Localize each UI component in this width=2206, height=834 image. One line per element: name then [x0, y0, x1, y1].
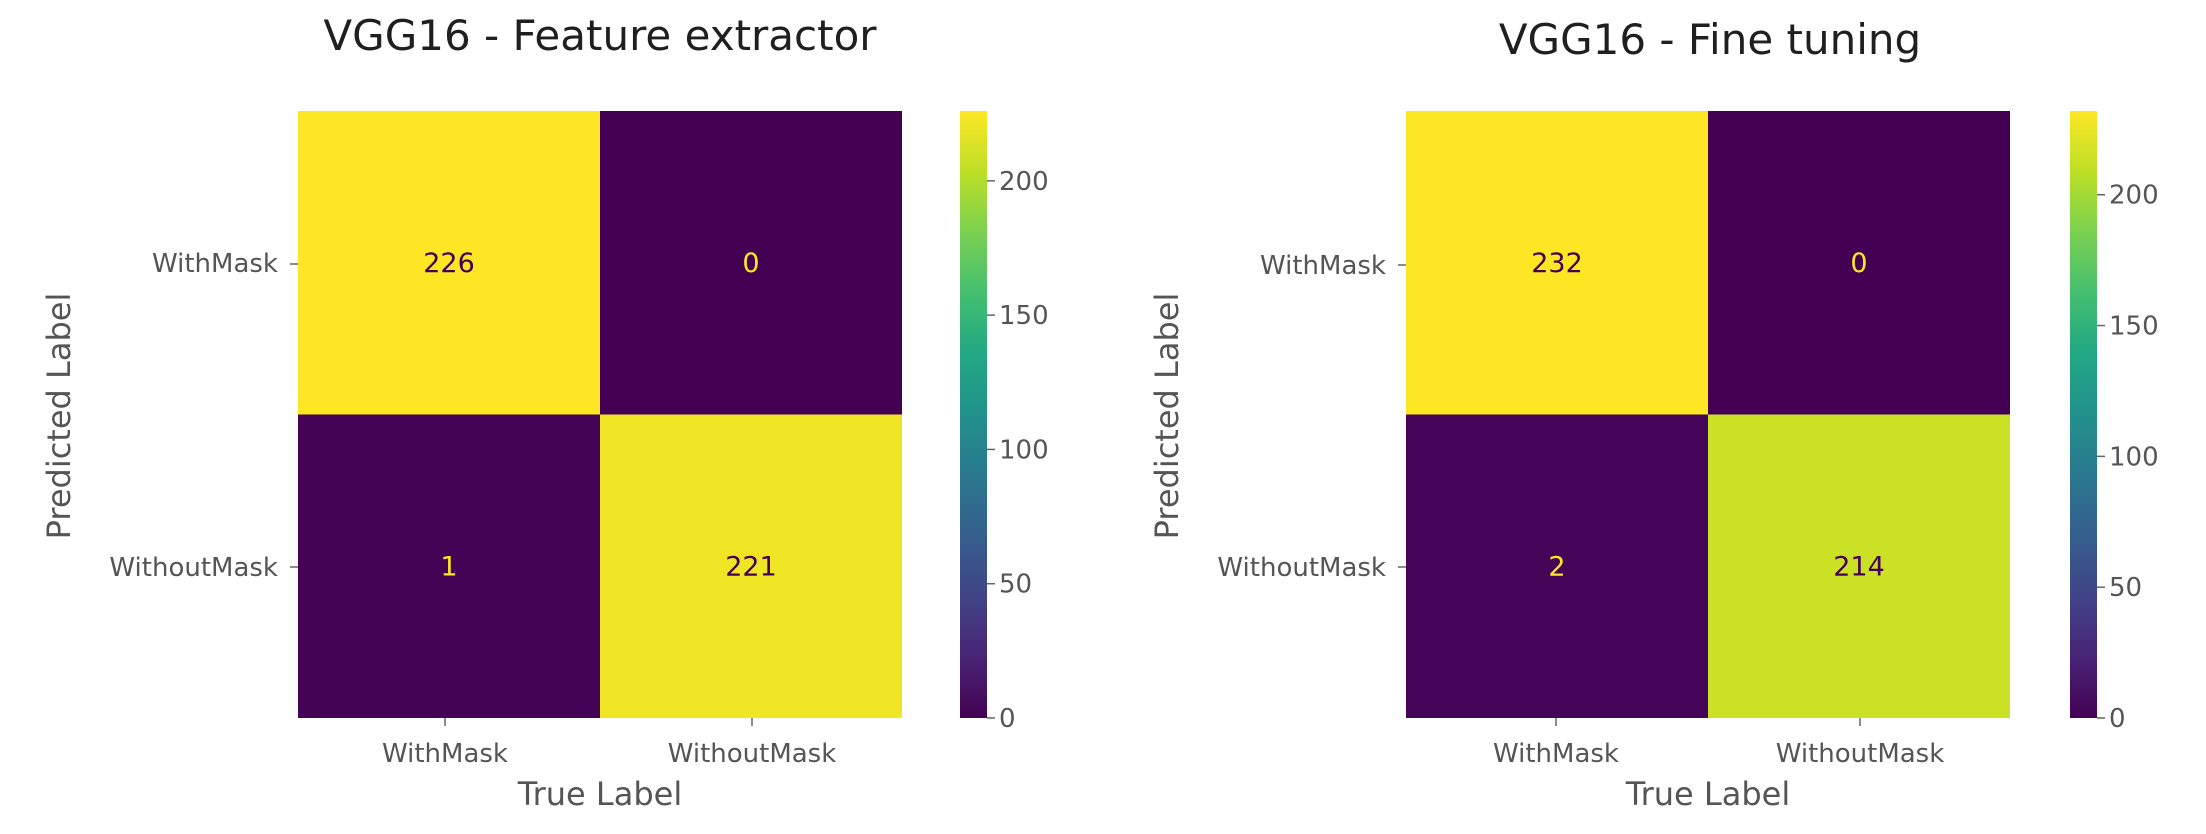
x-tick-labels: WithMask WithoutMask	[1493, 739, 1944, 769]
cell-value-labels: 232 0 2 214	[1531, 248, 1885, 583]
colorbar-tick-label: 200	[2109, 181, 2159, 211]
x-axis-label: True Label	[517, 775, 682, 813]
cell-value-label: 221	[725, 551, 777, 582]
y-tick-labels: WithMask WithoutMask	[109, 249, 278, 583]
heatmap-cell	[298, 414, 600, 718]
colorbar-tick-label: 100	[2109, 442, 2159, 472]
x-tick-label: WithoutMask	[1776, 739, 1945, 769]
chart-panel-fine-tuning: VGG16 - Fine tuning 232 0 2 214 WithMask Wi…	[1148, 15, 2159, 813]
chart-title: VGG16 - Fine tuning	[1499, 15, 1921, 64]
heatmap-cell	[1406, 414, 1708, 718]
x-tick-labels: WithMask WithoutMask	[382, 739, 836, 769]
colorbar-ticks: 0 50 100 150 200	[2097, 181, 2159, 734]
y-tick-label: WithoutMask	[1217, 553, 1386, 583]
y-axis-label: Predicted Label	[40, 293, 78, 540]
colorbar-tick-label: 150	[999, 301, 1049, 331]
colorbar-tick-label: 200	[999, 167, 1049, 197]
chart-title: VGG16 - Feature extractor	[323, 11, 877, 60]
heatmap-cell	[600, 414, 902, 718]
heatmap-cell	[298, 111, 600, 415]
y-tick-label: WithoutMask	[109, 553, 278, 583]
y-tick-label: WithMask	[152, 249, 278, 279]
cell-value-label: 226	[423, 248, 475, 279]
x-tick-label: WithMask	[382, 739, 508, 769]
chart-panel-feature-extractor: VGG16 - Feature extractor 226 0 1 221 WithM…	[40, 11, 1049, 813]
cell-value-label: 232	[1531, 248, 1583, 279]
y-tick-labels: WithMask WithoutMask	[1217, 251, 1386, 583]
cell-value-label: 214	[1833, 551, 1885, 582]
x-tick-label: WithoutMask	[668, 739, 837, 769]
y-tick-label: WithMask	[1260, 251, 1386, 281]
heatmap-cell	[600, 111, 902, 415]
colorbar-tick-label: 100	[999, 435, 1049, 465]
colorbar	[960, 111, 987, 718]
colorbar-tick-label: 50	[2109, 573, 2142, 603]
colorbar-ticks: 0 50 100 150 200	[987, 167, 1049, 734]
cell-value-label: 2	[1548, 551, 1565, 582]
colorbar-tick-label: 150	[2109, 312, 2159, 342]
colorbar	[2070, 111, 2097, 718]
cell-value-label: 0	[742, 248, 759, 279]
colorbar-tick-label: 0	[2109, 704, 2126, 734]
x-axis-label: True Label	[1625, 775, 1790, 813]
heatmap-cells	[298, 111, 902, 718]
cell-value-labels: 226 0 1 221	[423, 248, 777, 583]
heatmap-cells	[1406, 111, 2010, 718]
y-axis-label: Predicted Label	[1148, 293, 1186, 540]
colorbar-tick-label: 50	[999, 570, 1032, 600]
colorbar-tick-label: 0	[999, 704, 1016, 734]
heatmap-cell	[1708, 414, 2010, 718]
heatmap-cell	[1708, 111, 2010, 415]
heatmap-cell	[1406, 111, 1708, 415]
x-tick-label: WithMask	[1493, 739, 1619, 769]
cell-value-label: 0	[1850, 248, 1867, 279]
cell-value-label: 1	[440, 551, 457, 582]
